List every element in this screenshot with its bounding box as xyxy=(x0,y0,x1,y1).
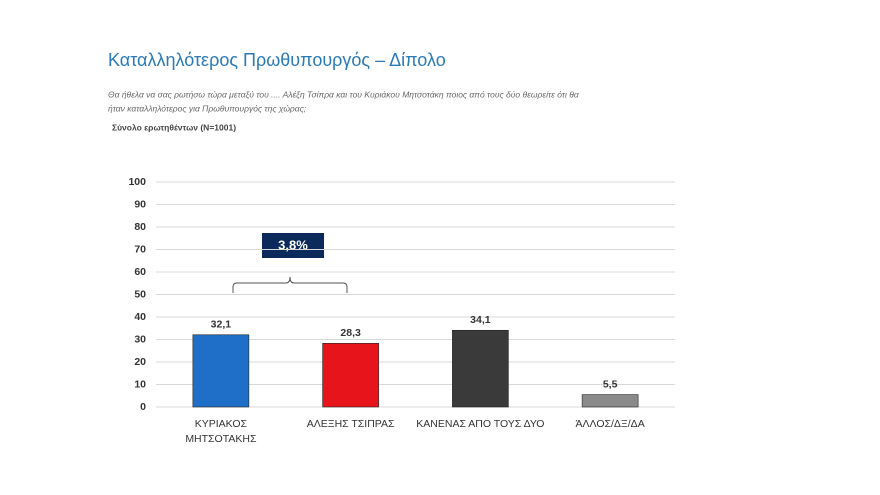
y-tick-label: 70 xyxy=(134,243,146,255)
y-tick-label: 100 xyxy=(128,176,146,188)
value-label: 28,3 xyxy=(340,327,361,339)
y-tick-label: 30 xyxy=(134,333,146,345)
x-tick-label: ΚΑΝΕΝΑΣ ΑΠΟ ΤΟΥΣ ΔΥΟ xyxy=(416,418,545,430)
value-label: 5,5 xyxy=(603,378,618,390)
value-label: 34,1 xyxy=(470,314,491,326)
bar xyxy=(581,394,639,408)
bar xyxy=(452,329,509,408)
x-tick-label: ΆΛΛΟΣ/ΔΞ/ΔΑ xyxy=(575,418,645,430)
sample-note: Σύνολο ερωτηθέντων (Ν=1001) xyxy=(112,122,236,132)
bar xyxy=(322,343,379,408)
annotation: 3,8% xyxy=(278,237,308,252)
subtitle: ήταν καταλληλότερος για Πρωθυπουργός της… xyxy=(108,103,307,113)
bracket xyxy=(232,276,348,293)
bar xyxy=(192,334,250,408)
y-tick-label: 0 xyxy=(140,401,146,413)
y-tick-label: 90 xyxy=(134,198,146,210)
y-tick-label: 10 xyxy=(134,378,146,390)
x-tick-label: ΚΥΡΙΑΚΟΣ ΜΗΤΣΟΤΑΚΗΣ xyxy=(185,418,257,445)
y-tick-label: 50 xyxy=(134,288,146,300)
annotation-box xyxy=(262,233,324,258)
subtitle: Θα ήθελα να σας ρωτήσω τώρα μεταξύ του .… xyxy=(108,89,580,99)
x-tick-label: ΑΛΕΞΗΣ ΤΣΙΠΡΑΣ xyxy=(306,418,395,430)
y-tick-label: 40 xyxy=(134,311,146,323)
y-tick-label: 20 xyxy=(134,356,146,368)
value-label: 32,1 xyxy=(211,319,232,331)
chart-title: Καταλληλότερος Πρωθυπουργός – Δίπολο xyxy=(108,50,446,70)
y-tick-label: 60 xyxy=(134,266,146,278)
y-tick-label: 80 xyxy=(134,221,146,233)
